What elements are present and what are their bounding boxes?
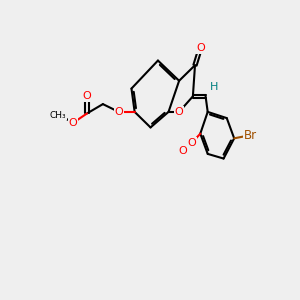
Text: O: O [196, 43, 205, 53]
Text: O: O [114, 107, 123, 117]
Text: O: O [82, 91, 91, 101]
Text: H: H [210, 82, 218, 92]
Text: O: O [178, 146, 187, 156]
Text: O: O [69, 118, 78, 128]
Text: Br: Br [244, 129, 256, 142]
Text: O: O [188, 138, 196, 148]
Text: O: O [175, 107, 184, 117]
Text: CH₃: CH₃ [50, 110, 66, 119]
